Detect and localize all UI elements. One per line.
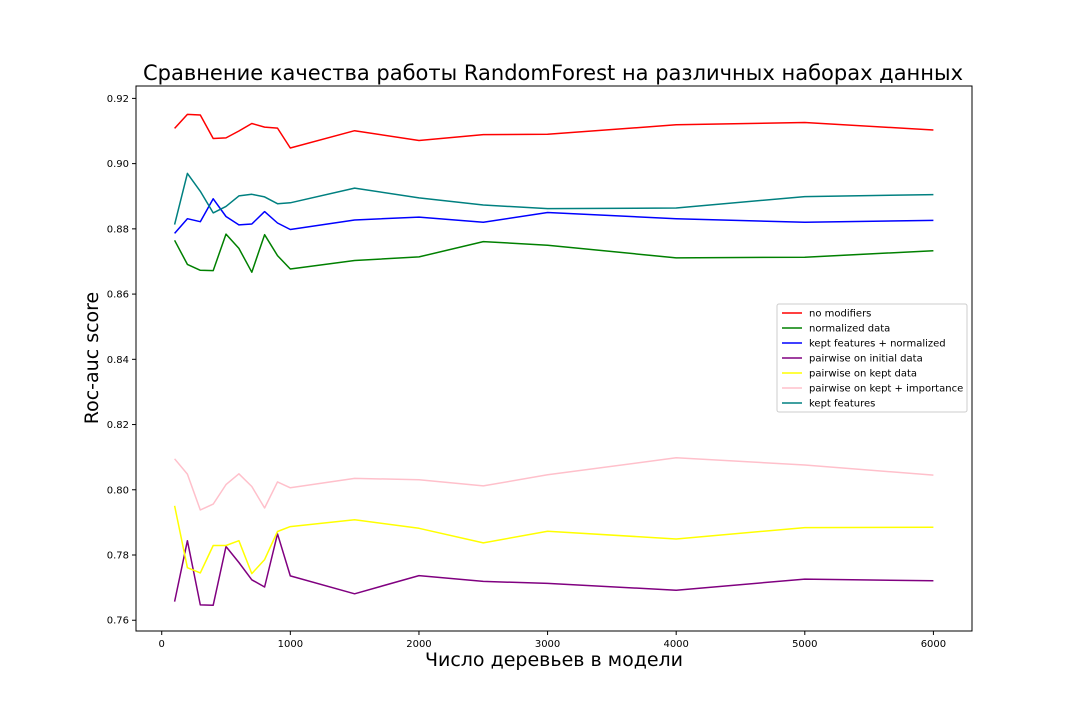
- series-line-normalized-data: [173, 233, 934, 273]
- legend-label-no-modifiers: no modifiers: [809, 309, 871, 320]
- x-tick-label: 6000: [921, 639, 946, 650]
- legend: no modifiers normalized data kept features…: [776, 303, 968, 413]
- x-tick-label: 5000: [792, 639, 817, 650]
- x-tick-label: 4000: [663, 639, 688, 650]
- x-tick-label: 2000: [406, 639, 431, 650]
- y-axis-label: Roc-auc score: [81, 292, 103, 425]
- legend-label-pairwise-on-kept-importance: pairwise on kept + importance: [809, 384, 963, 395]
- legend-label-normalized-data: normalized data: [809, 324, 890, 335]
- series-line-pairwise-on-initial-data: [173, 533, 934, 606]
- legend-label-kept-features: kept features: [809, 399, 875, 410]
- y-axis: 0.76 0.78 0.80 0.82 0.84 0.86 0.88 0.90 0.92: [107, 94, 136, 627]
- legend-label-pairwise-on-kept-data: pairwise on kept data: [809, 369, 917, 380]
- legend-items: no modifiers normalized data kept features…: [782, 309, 963, 410]
- x-tick-label: 1000: [278, 639, 303, 650]
- y-tick-label: 0.76: [107, 616, 129, 627]
- series-line-pairwise-on-kept-data: [173, 505, 934, 575]
- x-axis: 0 1000 2000 3000 4000 5000 6000: [159, 631, 946, 650]
- y-tick-label: 0.80: [107, 485, 129, 496]
- y-tick-label: 0.90: [107, 159, 129, 170]
- x-tick-label: 0: [159, 639, 165, 650]
- y-tick-label: 0.88: [107, 224, 129, 235]
- y-tick-label: 0.82: [107, 420, 129, 431]
- y-tick-label: 0.78: [107, 551, 129, 562]
- y-tick-label: 0.92: [107, 94, 129, 105]
- legend-label-kept-features-normalized: kept features + normalized: [809, 339, 946, 350]
- y-tick-label: 0.86: [107, 290, 129, 301]
- x-tick-label: 3000: [535, 639, 560, 650]
- legend-box: [776, 303, 968, 413]
- legend-label-pairwise-on-initial-data: pairwise on initial data: [809, 354, 923, 365]
- series-lines: [173, 113, 934, 606]
- series-line-kept-features: [173, 172, 934, 225]
- chart-title: Сравнение качества работы RandomForest н…: [143, 61, 963, 85]
- series-line-pairwise-on-kept-importance: [174, 457, 934, 511]
- y-tick-label: 0.84: [107, 355, 129, 366]
- x-axis-label: Число деревьев в модели: [425, 649, 683, 671]
- series-line-no-modifiers: [174, 113, 934, 149]
